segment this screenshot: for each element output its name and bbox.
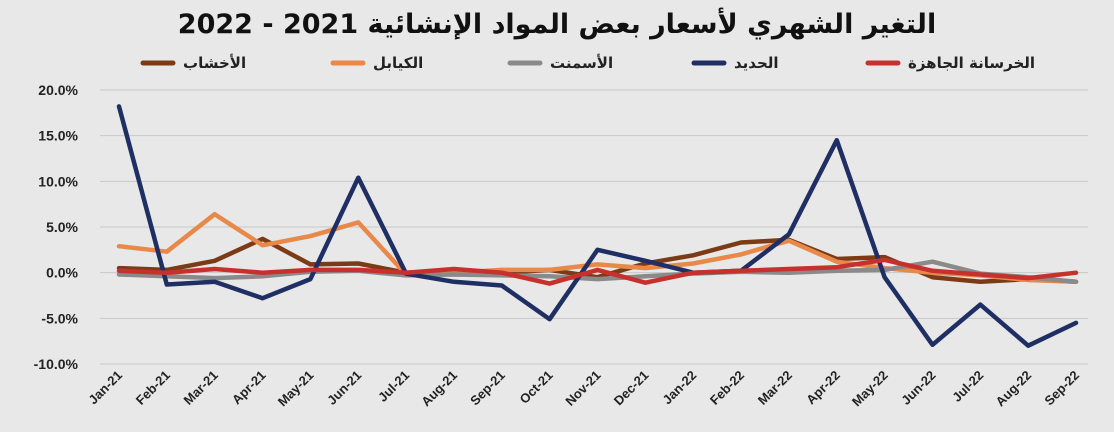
series-line-4 xyxy=(116,257,1079,286)
series-line-1 xyxy=(116,211,1079,285)
legend-label: الخرسانة الجاهزة xyxy=(908,54,1035,72)
x-tick-label: Jan-22 xyxy=(660,368,700,408)
x-tick-labels: Jan-21 Feb-21 Mar-21 Apr-21 May-21 Jun-21 Jul-… xyxy=(85,368,1082,410)
x-tick-label: Feb-22 xyxy=(707,368,747,408)
x-tick-label: Jun-21 xyxy=(324,368,364,408)
grid-lines xyxy=(100,89,1088,365)
x-tick-label: Feb-21 xyxy=(133,368,173,408)
x-tick-label: Jan-21 xyxy=(85,368,125,408)
y-tick-label: 15.0% xyxy=(38,128,78,144)
y-tick-label: 0.0% xyxy=(46,265,78,281)
x-tick-label: Mar-21 xyxy=(181,368,221,408)
legend-label: الحديد xyxy=(734,54,779,72)
x-tick-label: Apr-21 xyxy=(229,368,269,408)
legend-label: الأسمنت xyxy=(550,54,613,72)
legend-label: الأخشاب xyxy=(183,54,246,72)
chart-title: التغير الشهري لأسعار بعض المواد الإنشائي… xyxy=(178,7,936,40)
x-tick-label: Sep-21 xyxy=(467,368,508,409)
y-tick-label: -10.0% xyxy=(34,356,79,372)
x-tick-label: Sep-22 xyxy=(1041,368,1082,409)
x-tick-label: Aug-22 xyxy=(993,368,1035,410)
x-tick-label: Aug-21 xyxy=(418,368,460,410)
y-tick-label: 20.0% xyxy=(38,82,78,98)
y-tick-label: 5.0% xyxy=(46,219,78,235)
x-tick-label: Oct-21 xyxy=(517,368,556,407)
x-tick-label: Jul-22 xyxy=(949,368,986,405)
y-tick-labels: 20.0% 15.0% 10.0% 5.0% 0.0% -5.0% -10.0% xyxy=(34,82,79,372)
x-tick-label: Jun-22 xyxy=(898,368,938,408)
x-tick-label: Nov-21 xyxy=(562,368,603,409)
x-tick-label: Jul-21 xyxy=(375,368,412,405)
x-tick-label: May-22 xyxy=(849,368,891,410)
legend: الأخشاب الكيابل الأسمنت الحديد الخرسانة الجا… xyxy=(140,54,1035,72)
series-line-3 xyxy=(116,104,1079,348)
legend-label: الكيابل xyxy=(373,54,423,72)
x-tick-label: Mar-22 xyxy=(755,368,795,408)
x-tick-label: Apr-22 xyxy=(803,368,843,408)
series-lines xyxy=(116,104,1079,348)
y-tick-label: -5.0% xyxy=(41,310,78,326)
x-tick-label: May-21 xyxy=(275,368,317,410)
x-tick-label: Dec-21 xyxy=(611,368,652,409)
series-line-2 xyxy=(116,259,1079,285)
y-tick-label: 10.0% xyxy=(38,173,78,189)
